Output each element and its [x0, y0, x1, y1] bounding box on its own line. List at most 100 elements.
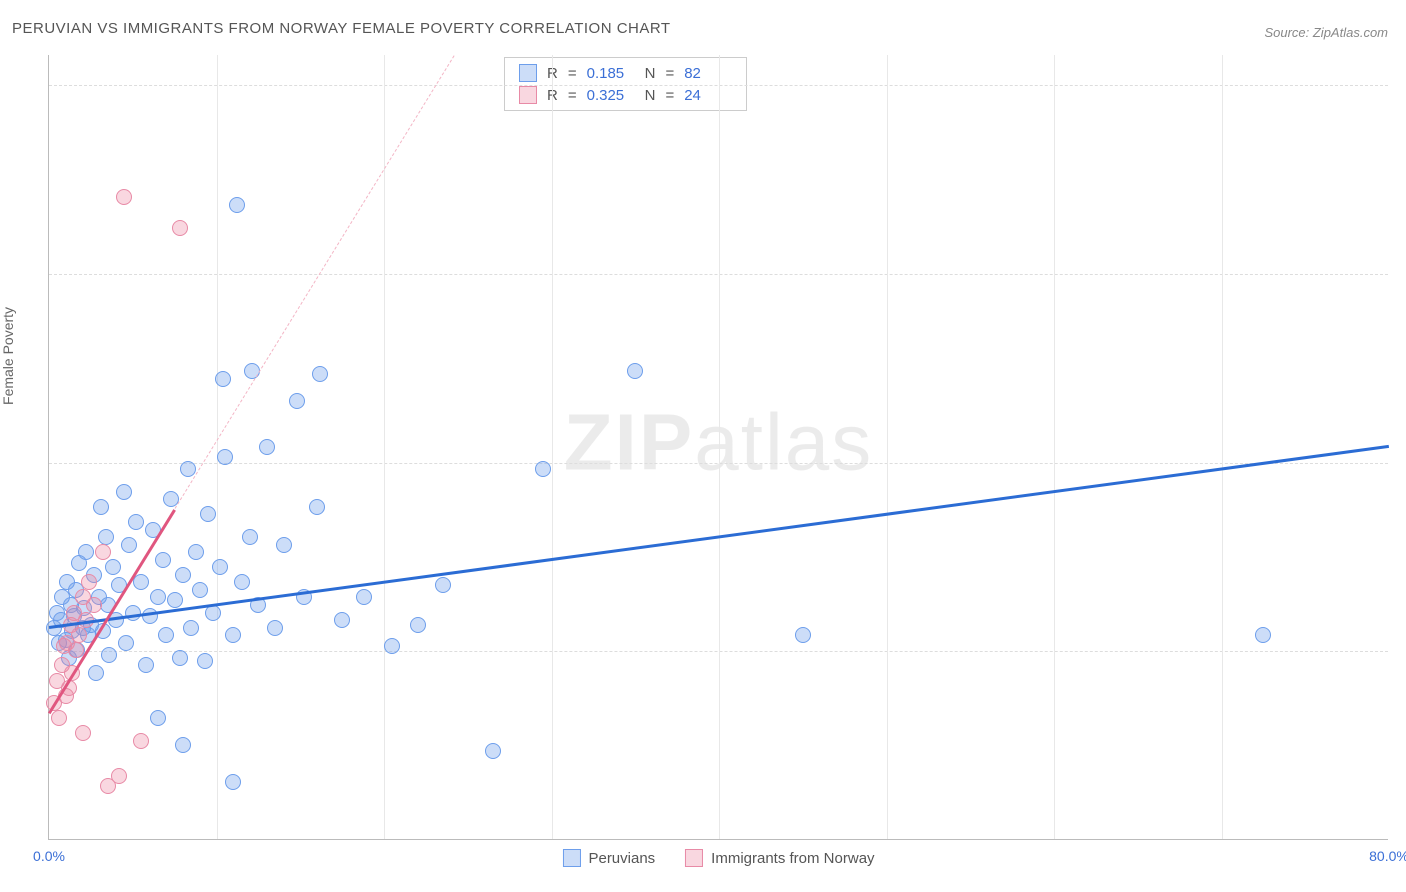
scatter-point	[150, 710, 166, 726]
scatter-point	[116, 484, 132, 500]
scatter-point	[309, 499, 325, 515]
scatter-point	[51, 710, 67, 726]
equals-0b: =	[665, 65, 674, 82]
equals-1a: =	[568, 87, 577, 104]
scatter-point	[158, 627, 174, 643]
scatter-point	[384, 638, 400, 654]
scatter-point	[75, 725, 91, 741]
n-label-0: N	[645, 65, 656, 82]
scatter-point	[225, 774, 241, 790]
scatter-point	[410, 617, 426, 633]
scatter-point	[234, 574, 250, 590]
scatter-point	[101, 647, 117, 663]
scatter-point	[244, 363, 260, 379]
gridline-v	[552, 55, 553, 839]
gridline-v	[887, 55, 888, 839]
stats-box: R = 0.185 N = 82 R = 0.325 N = 24	[504, 57, 747, 111]
scatter-point	[172, 220, 188, 236]
scatter-point	[217, 449, 233, 465]
plot-area: ZIPatlas R = 0.185 N = 82 R = 0.325 N = …	[48, 55, 1388, 840]
scatter-point	[200, 506, 216, 522]
legend-item-0: Peruvians	[562, 849, 655, 867]
n-label-1: N	[645, 87, 656, 104]
scatter-point	[175, 567, 191, 583]
scatter-point	[289, 393, 305, 409]
scatter-point	[155, 552, 171, 568]
gridline-v	[384, 55, 385, 839]
scatter-point	[133, 733, 149, 749]
gridline-v	[719, 55, 720, 839]
y-axis-label: Female Poverty	[0, 307, 16, 405]
scatter-point	[188, 544, 204, 560]
scatter-point	[229, 197, 245, 213]
scatter-point	[312, 366, 328, 382]
scatter-point	[128, 514, 144, 530]
scatter-point	[259, 439, 275, 455]
scatter-point	[150, 589, 166, 605]
scatter-point	[183, 620, 199, 636]
scatter-point	[167, 592, 183, 608]
equals-1b: =	[665, 87, 674, 104]
scatter-point	[172, 650, 188, 666]
scatter-point	[334, 612, 350, 628]
r-value-0: 0.185	[587, 65, 635, 82]
watermark-light: atlas	[694, 397, 873, 486]
scatter-point	[125, 605, 141, 621]
x-tick-label: 80.0%	[1369, 848, 1406, 864]
scatter-point	[88, 665, 104, 681]
legend-label-1: Immigrants from Norway	[711, 850, 874, 867]
scatter-point	[627, 363, 643, 379]
scatter-point	[133, 574, 149, 590]
r-value-1: 0.325	[587, 87, 635, 104]
scatter-point	[81, 574, 97, 590]
scatter-point	[535, 461, 551, 477]
gridline-v	[1222, 55, 1223, 839]
scatter-point	[225, 627, 241, 643]
scatter-point	[78, 544, 94, 560]
scatter-point	[356, 589, 372, 605]
scatter-point	[98, 529, 114, 545]
scatter-point	[105, 559, 121, 575]
scatter-point	[71, 627, 87, 643]
legend-label-0: Peruvians	[588, 850, 655, 867]
gridline-v	[217, 55, 218, 839]
n-value-0: 82	[684, 65, 732, 82]
y-tick-label: 25.0%	[1393, 455, 1406, 471]
legend-swatch-0	[562, 849, 580, 867]
scatter-point	[267, 620, 283, 636]
scatter-point	[192, 582, 208, 598]
y-tick-label: 12.5%	[1393, 643, 1406, 659]
scatter-point	[212, 559, 228, 575]
scatter-point	[111, 768, 127, 784]
scatter-point	[95, 544, 111, 560]
scatter-point	[215, 371, 231, 387]
x-tick-label: 0.0%	[33, 848, 65, 864]
scatter-point	[795, 627, 811, 643]
watermark-bold: ZIP	[564, 397, 694, 486]
bottom-legend: Peruvians Immigrants from Norway	[562, 849, 874, 867]
y-tick-label: 50.0%	[1393, 77, 1406, 93]
scatter-point	[86, 597, 102, 613]
scatter-point	[197, 653, 213, 669]
scatter-point	[175, 737, 191, 753]
scatter-point	[435, 577, 451, 593]
scatter-point	[138, 657, 154, 673]
swatch-series-1	[519, 86, 537, 104]
gridline-v	[1054, 55, 1055, 839]
scatter-point	[1255, 627, 1271, 643]
source-label: Source: ZipAtlas.com	[1264, 25, 1388, 40]
scatter-point	[242, 529, 258, 545]
scatter-point	[276, 537, 292, 553]
legend-swatch-1	[685, 849, 703, 867]
y-tick-label: 37.5%	[1393, 266, 1406, 282]
scatter-point	[118, 635, 134, 651]
scatter-point	[116, 189, 132, 205]
legend-item-1: Immigrants from Norway	[685, 849, 874, 867]
equals-0a: =	[568, 65, 577, 82]
scatter-point	[93, 499, 109, 515]
chart-container: PERUVIAN VS IMMIGRANTS FROM NORWAY FEMAL…	[0, 0, 1406, 892]
scatter-point	[485, 743, 501, 759]
n-value-1: 24	[684, 87, 732, 104]
swatch-series-0	[519, 64, 537, 82]
scatter-point	[121, 537, 137, 553]
